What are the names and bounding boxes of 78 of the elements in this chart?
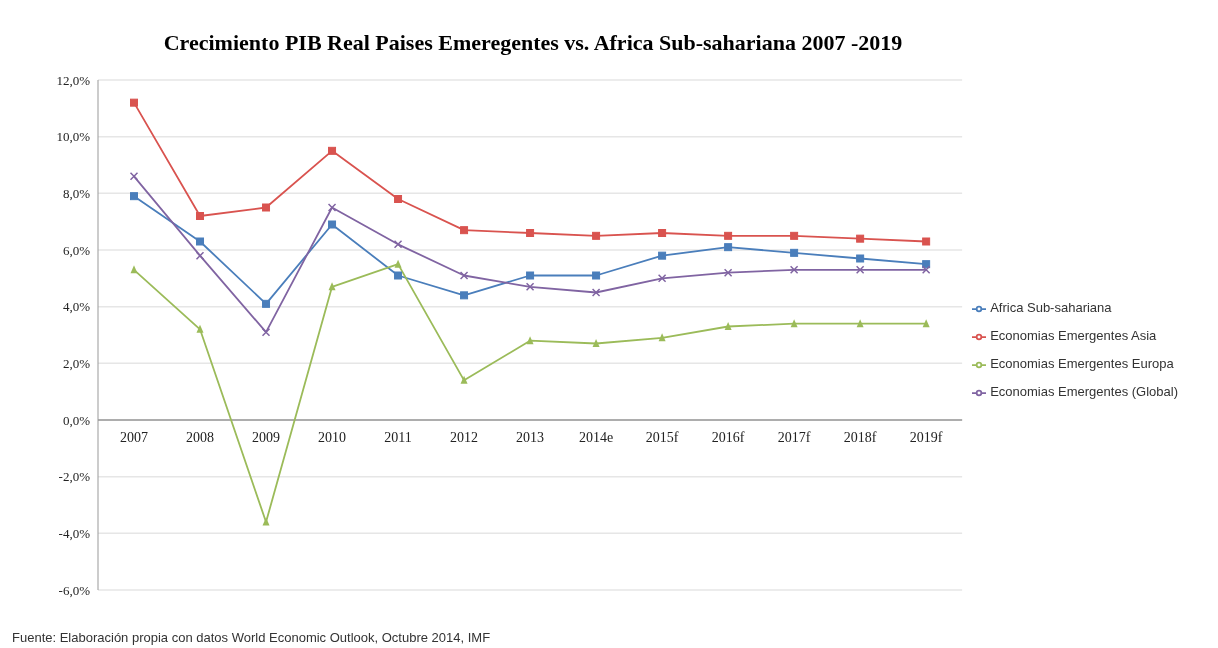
point <box>262 517 270 526</box>
point <box>262 203 271 212</box>
point <box>921 265 931 275</box>
point <box>658 229 667 237</box>
x-tick-label: 2016f <box>711 430 745 445</box>
y-tick-label: -2,0% <box>58 469 91 485</box>
point <box>526 229 535 237</box>
legend-label: Africa Sub-sahariana <box>990 300 1112 315</box>
point <box>658 251 667 260</box>
x-tick-label: 2009 <box>252 430 281 445</box>
source-note: Fuente: Elaboración propia con datos World Economic Outlook, Octubre 2014, IMF <box>11 630 492 645</box>
y-tick-label: -6,0% <box>58 582 91 598</box>
x-tick-label: 2007 <box>120 430 148 445</box>
point <box>790 248 799 257</box>
y-tick-label: 0,0% <box>62 412 91 428</box>
point <box>262 299 271 308</box>
point <box>723 268 733 277</box>
x-tick-label: 2008 <box>186 430 215 445</box>
point <box>592 271 601 280</box>
legend-label: Economias Emergentes (Global) <box>990 384 1178 399</box>
point <box>856 254 865 263</box>
point <box>790 319 798 328</box>
point <box>328 146 337 155</box>
y-tick-label: 8,0% <box>62 185 91 201</box>
point <box>922 237 931 246</box>
x-tick-label: 2019f <box>909 430 943 445</box>
x-tick-label: 2018f <box>843 430 877 445</box>
point <box>526 271 535 280</box>
point <box>790 231 799 240</box>
point <box>724 322 732 330</box>
y-tick-label: -4,0% <box>58 525 91 541</box>
point <box>393 240 403 249</box>
y-tick-label: 6,0% <box>62 242 91 258</box>
point <box>130 265 138 274</box>
y-tick-label: 2,0% <box>62 355 91 371</box>
x-tick-label: 2012 <box>450 430 479 445</box>
point <box>460 375 468 384</box>
point <box>855 265 865 275</box>
point <box>591 288 601 297</box>
x-tick-label: 2011 <box>384 430 412 445</box>
point <box>592 231 601 240</box>
chart-title: Crecimiento PIB Real Paises Emeregentes vs. Africa Sub-sahariana 2007 -2019 <box>162 29 904 57</box>
point <box>196 237 205 246</box>
point <box>328 220 337 229</box>
point <box>724 243 733 252</box>
legend-label: Economias Emergentes Europa <box>990 356 1174 371</box>
x-tick-label: 2015f <box>645 430 679 445</box>
point <box>196 212 205 220</box>
point <box>724 231 733 240</box>
y-tick-label: 4,0% <box>62 299 91 315</box>
x-tick-label: 2014e <box>578 430 614 445</box>
point <box>657 274 667 283</box>
point <box>592 339 600 347</box>
point <box>130 98 138 107</box>
point <box>261 327 271 337</box>
point <box>394 195 403 203</box>
legend-label: Economias Emergentes Asia <box>990 328 1157 343</box>
point <box>130 192 138 201</box>
point <box>856 234 865 243</box>
point <box>460 226 469 235</box>
point <box>394 259 402 268</box>
point <box>195 251 205 260</box>
point <box>327 203 337 212</box>
x-tick-label: 2017f <box>777 430 811 445</box>
x-tick-label: 2010 <box>318 430 347 445</box>
y-tick-label: 12,0% <box>56 72 91 88</box>
point <box>789 265 799 275</box>
point <box>526 336 534 345</box>
point <box>460 291 469 300</box>
x-tick-label: 2013 <box>516 430 545 445</box>
point <box>129 172 139 181</box>
point <box>394 271 403 280</box>
point <box>922 319 930 328</box>
point <box>525 282 535 292</box>
point <box>196 324 204 333</box>
point <box>459 271 469 280</box>
point <box>856 319 864 328</box>
y-tick-label: 10,0% <box>56 129 91 145</box>
